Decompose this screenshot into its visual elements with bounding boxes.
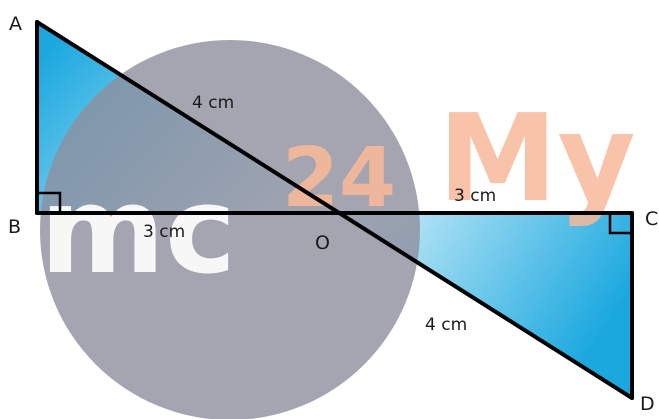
watermark-24: 24 (282, 131, 396, 226)
watermark-circle (40, 40, 420, 419)
point-label-a: A (9, 13, 22, 35)
length-label-oc: 3 cm (454, 186, 496, 206)
length-label-bo: 3 cm (143, 222, 185, 242)
watermark-my: My (438, 90, 636, 229)
point-label-b: B (8, 216, 21, 238)
watermark-mc: mc (40, 162, 236, 301)
segment-ad (35, 20, 634, 400)
point-label-c: C (645, 208, 658, 230)
length-label-od: 4 cm (425, 315, 467, 335)
right-angle-c-marker (608, 213, 632, 235)
right-angle-b-marker (37, 191, 62, 213)
point-label-d: D (640, 393, 655, 415)
length-label-ao: 4 cm (192, 93, 234, 113)
segments (35, 20, 634, 400)
point-label-o: O (315, 232, 330, 254)
